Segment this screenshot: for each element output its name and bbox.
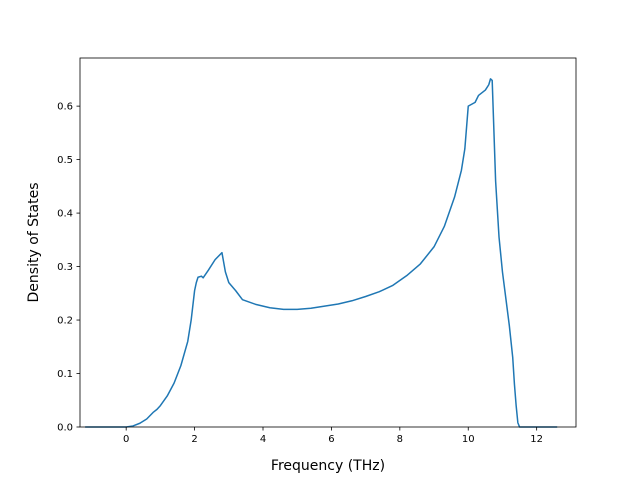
y-tick-label: 0.5 xyxy=(57,155,73,166)
y-tick-label: 0.2 xyxy=(57,316,73,327)
plot-area xyxy=(80,58,576,427)
y-tick-label: 0.6 xyxy=(57,102,73,113)
x-ticks: 0 2 4 6 8 10 12 xyxy=(123,427,543,445)
y-tick-label: 0.0 xyxy=(57,423,73,434)
axes-frame xyxy=(79,57,577,428)
x-tick-label: 4 xyxy=(260,434,266,445)
x-axis-label: Frequency (THz) xyxy=(271,458,385,474)
x-tick-label: 8 xyxy=(397,434,403,445)
x-tick-label: 10 xyxy=(462,434,475,445)
x-tick-label: 12 xyxy=(530,434,543,445)
y-axis-label: Density of States xyxy=(26,183,42,303)
series-layer xyxy=(85,78,558,428)
y-tick-label: 0.1 xyxy=(57,369,73,380)
x-tick-label: 2 xyxy=(191,434,197,445)
y-ticks: 0.0 0.1 0.2 0.3 0.4 0.5 0.6 xyxy=(57,102,80,434)
dos-series-line-0 xyxy=(85,78,558,428)
x-tick-label: 0 xyxy=(123,434,129,445)
x-tick-label: 6 xyxy=(328,434,334,445)
y-tick-label: 0.4 xyxy=(57,209,73,220)
y-tick-label: 0.3 xyxy=(57,262,73,273)
